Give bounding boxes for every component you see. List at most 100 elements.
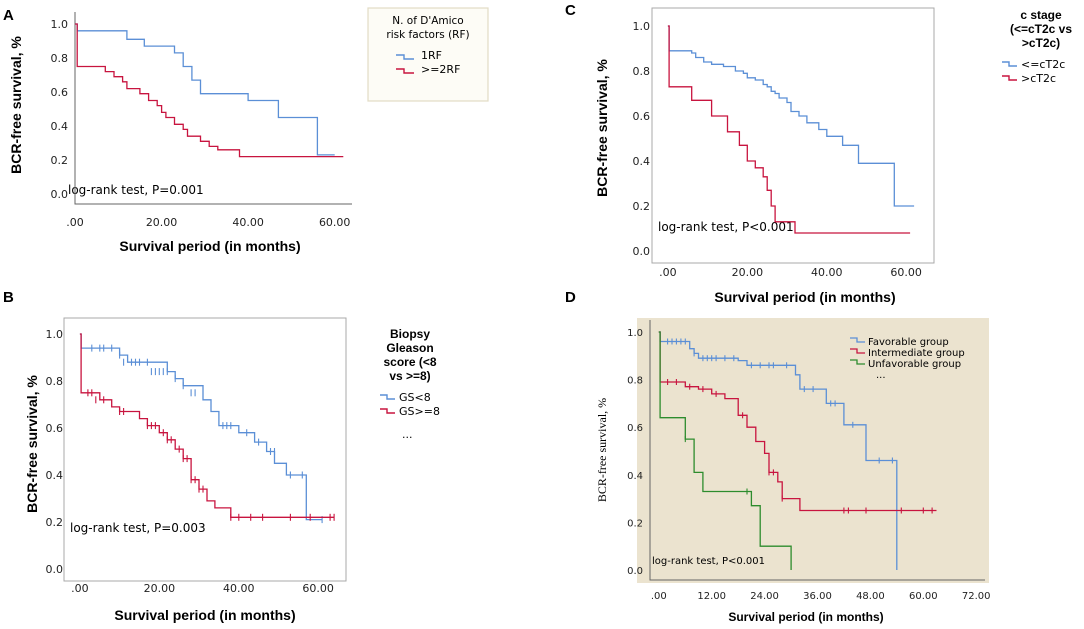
panel-b-legend-title-line1: Biopsy xyxy=(390,327,430,341)
panel-c-letter: C xyxy=(565,2,576,19)
panel-d-legend-ellipsis: ... xyxy=(876,370,886,381)
panel-d-x-tick-label: 72.00 xyxy=(962,591,991,602)
panel-b-x-tick-label: 60.00 xyxy=(302,582,334,595)
panel-a-x-axis-label: Survival period (in months) xyxy=(119,238,300,254)
panel-c-y-tick-label: 0.0 xyxy=(633,245,651,258)
panel-d-x-tick-label: 60.00 xyxy=(909,591,938,602)
panel-d-legend-label-favorable: Favorable group xyxy=(868,337,949,348)
panel-a-logrank-annotation: log-rank test, P=0.001 xyxy=(68,183,204,197)
panel-d-x-tick-label: .00 xyxy=(651,591,667,602)
panel-b-y-tick-label: 1.0 xyxy=(46,328,64,341)
panel-c-legend-label-gt-ct2c: >cT2c xyxy=(1021,72,1056,85)
panel-a: A BCR-free survival, % Survival period (… xyxy=(3,7,489,254)
panel-c-legend-label-le-ct2c: <=cT2c xyxy=(1021,58,1065,71)
panel-d-legend-swatch-favorable xyxy=(850,337,865,343)
panel-d-y-tick-label: 0.6 xyxy=(627,423,643,434)
panel-c-x-tick-label: 60.00 xyxy=(890,266,922,279)
panel-d-y-tick-label: 0.8 xyxy=(627,376,643,387)
panel-b-legend-ellipsis: ... xyxy=(402,428,413,441)
panel-d-plot-background xyxy=(637,318,989,583)
panel-b-curve-gs-8 xyxy=(79,333,323,521)
panel-c-legend-swatch-le-ct2c xyxy=(1002,61,1017,67)
panel-c-legend-title-line2: (<=cT2c vs xyxy=(1010,22,1072,36)
panel-a-y-tick-label: 0.0 xyxy=(51,188,69,201)
panel-b-y-tick-label: 0.4 xyxy=(46,469,64,482)
panel-d-x-tick-label: 24.00 xyxy=(750,591,779,602)
panel-c-curves xyxy=(667,25,915,234)
panel-b-ticks: 0.0 0.2 0.4 0.6 0.8 1.0 .00 20.00 40.00 60.00 xyxy=(46,328,334,595)
panel-a-letter: A xyxy=(3,7,14,24)
panel-a-ticks: 0.0 0.2 0.4 0.6 0.8 1.0 .00 20.00 40.00 60.00 xyxy=(51,12,352,229)
panel-b-y-axis-label: BCR-free survival, % xyxy=(24,375,40,513)
panel-c-y-tick-label: 0.2 xyxy=(633,200,651,213)
panel-c-x-tick-label: .00 xyxy=(659,266,677,279)
panel-c-legend-swatch-gt-ct2c xyxy=(1002,75,1017,81)
panel-d-y-tick-label: 1.0 xyxy=(627,328,643,339)
panel-b-legend-title-line2: Gleason xyxy=(386,341,433,355)
panel-c-curve-ct2c xyxy=(667,25,911,234)
panel-c-y-tick-label: 0.8 xyxy=(633,65,651,78)
panel-a-legend-swatch-1rf xyxy=(396,54,414,60)
panel-b-y-tick-label: 0.6 xyxy=(46,422,64,435)
panel-a-curve-2rf xyxy=(75,23,344,158)
panel-c-x-tick-label: 40.00 xyxy=(811,266,843,279)
panel-a-x-tick-label: 40.00 xyxy=(232,216,264,229)
panel-d-curve-unfavorable-group xyxy=(658,331,792,570)
panel-d-axes xyxy=(649,320,985,581)
panel-b-legend-title-line4: vs >=8) xyxy=(389,369,430,383)
panel-d-ticks: 0.0 0.2 0.4 0.6 0.8 1.0 .00 12.00 24.00 36.00 48.0… xyxy=(627,320,991,602)
panel-d-legend-label-unfavorable: Unfavorable group xyxy=(868,359,961,370)
panel-a-x-tick-label: .00 xyxy=(66,216,84,229)
panel-d-y-tick-label: 0.0 xyxy=(627,566,643,577)
panel-c-logrank-annotation: log-rank test, P<0.001 xyxy=(658,220,794,234)
panel-a-legend-swatch-2rf xyxy=(396,68,414,74)
panel-a-y-tick-label: 1.0 xyxy=(51,18,69,31)
panel-d-x-axis-label: Survival period (in months) xyxy=(728,610,883,624)
panel-b-y-tick-label: 0.2 xyxy=(46,516,64,529)
panel-b-legend-label-gs-lt8: GS<8 xyxy=(399,391,431,404)
panel-d-curve-intermediate-group xyxy=(658,331,937,512)
panel-a-y-tick-label: 0.2 xyxy=(51,154,69,167)
panel-d-curve-favorable-group xyxy=(658,331,898,570)
panel-b-x-tick-label: 20.00 xyxy=(144,582,176,595)
panel-c-y-axis-label: BCR-free survival, % xyxy=(594,59,610,197)
panel-c-x-tick-label: 20.00 xyxy=(732,266,764,279)
panel-c-y-tick-label: 0.6 xyxy=(633,110,651,123)
panel-a-legend-title-line1: N. of D'Amico xyxy=(392,15,464,27)
panel-c-legend-title-line1: c stage xyxy=(1020,8,1062,22)
panel-d-legend-swatch-unfavorable xyxy=(850,359,865,365)
panel-c-legend-title-line3: >cT2c) xyxy=(1022,36,1060,50)
panel-d-letter: D xyxy=(565,289,576,306)
panel-a-x-tick-label: 60.00 xyxy=(319,216,351,229)
panel-d-y-axis-label: BCR-free survival, % xyxy=(595,398,609,502)
panel-b-legend-label-gs-ge8: GS>=8 xyxy=(399,405,440,418)
panel-a-axes xyxy=(74,12,352,205)
panel-b-curves xyxy=(79,333,335,524)
panel-d: D BCR-free survival, % Survival period (… xyxy=(565,289,991,624)
panel-b-x-axis-label: Survival period (in months) xyxy=(114,607,295,623)
panel-b-legend-title-line3: score (<8 xyxy=(383,355,436,369)
panel-b-curve-gs-8 xyxy=(79,333,335,518)
panel-b-x-tick-label: 40.00 xyxy=(223,582,255,595)
panel-c: C BCR-free survival, % Survival period (… xyxy=(565,2,1072,305)
panel-d-legend-swatch-intermediate xyxy=(850,348,865,354)
panel-d-x-tick-label: 12.00 xyxy=(697,591,726,602)
panel-b-letter: B xyxy=(3,289,14,306)
panel-c-plot-frame xyxy=(651,7,935,264)
panel-d-x-tick-label: 36.00 xyxy=(803,591,832,602)
panel-a-y-axis-label: BCR-free survival, % xyxy=(8,36,24,174)
panel-a-legend-title-line2: risk factors (RF) xyxy=(386,29,469,41)
panel-c-y-tick-label: 1.0 xyxy=(633,20,651,33)
panel-a-curve-1rf xyxy=(75,23,335,156)
panel-c-y-tick-label: 0.4 xyxy=(633,155,651,168)
panel-a-legend-label-2rf: >=2RF xyxy=(421,63,460,76)
panel-b: B BCR-free survival, % Survival period (… xyxy=(3,289,440,623)
panel-c-curve-ct2c xyxy=(667,25,915,207)
panel-b-logrank-annotation: log-rank test, P=0.003 xyxy=(70,521,206,535)
panel-a-y-tick-label: 0.6 xyxy=(51,86,69,99)
panel-a-legend-label-1rf: 1RF xyxy=(421,49,442,62)
panel-d-x-tick-label: 48.00 xyxy=(856,591,885,602)
panel-b-y-tick-label: 0.0 xyxy=(46,563,64,576)
panel-d-curves xyxy=(658,331,937,570)
